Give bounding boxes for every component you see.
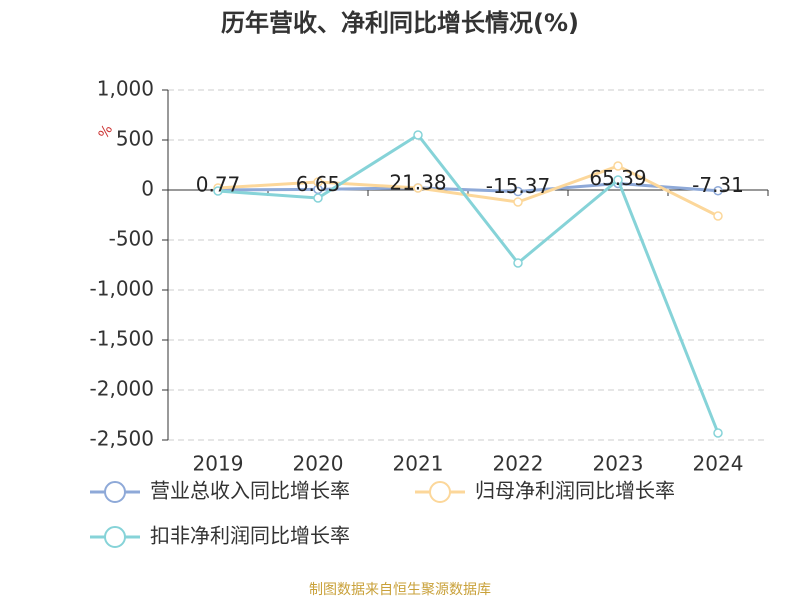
y-tick-label: -2,000 [90, 377, 154, 401]
x-tick-label: 2024 [693, 452, 744, 476]
data-point [513, 258, 523, 268]
series-line [217, 164, 719, 218]
series-line [217, 181, 719, 194]
legend-label: 归母净利润同比增长率 [475, 479, 675, 503]
series-line [217, 133, 720, 434]
data-label: 65.39 [589, 166, 646, 190]
y-axis-label: % [96, 122, 117, 142]
y-tick-label: -1,500 [90, 327, 154, 351]
y-tick-label: -1,000 [90, 277, 154, 301]
legend-marker [104, 481, 126, 503]
legend-marker [429, 481, 451, 503]
x-tick-label: 2020 [293, 452, 344, 476]
data-point [713, 211, 723, 221]
y-tick-label: 0 [141, 177, 154, 201]
x-tick-label: 2023 [593, 452, 644, 476]
x-tick-label: 2019 [193, 452, 244, 476]
data-point [613, 161, 623, 171]
source-note: 制图数据来自恒生聚源数据库 [309, 582, 491, 598]
data-label: 6.65 [296, 172, 341, 196]
legend-marker [104, 526, 126, 548]
data-point [513, 197, 523, 207]
chart-title: 历年营收、净利同比增长情况(%) [221, 9, 579, 37]
data-label: 21.38 [389, 170, 446, 194]
data-label: -7.31 [692, 173, 744, 197]
data-point [713, 428, 723, 438]
legend-label: 营业总收入同比增长率 [150, 479, 350, 503]
y-tick-label: -2,500 [90, 427, 154, 451]
data-label: 0.77 [196, 172, 241, 196]
legend-label: 扣非净利润同比增长率 [150, 524, 350, 548]
y-tick-label: -500 [109, 227, 154, 251]
data-point [213, 186, 223, 196]
data-point [513, 186, 523, 197]
x-tick-label: 2021 [393, 452, 444, 476]
data-point [313, 177, 323, 187]
y-tick-label: 1,000 [97, 77, 154, 101]
data-label: -15.37 [486, 174, 550, 198]
data-point [613, 175, 623, 185]
data-point [713, 185, 723, 196]
data-point [413, 183, 423, 193]
data-point [313, 193, 323, 203]
y-tick-label: 500 [116, 127, 154, 151]
x-tick-label: 2022 [493, 452, 544, 476]
data-point [413, 130, 423, 140]
